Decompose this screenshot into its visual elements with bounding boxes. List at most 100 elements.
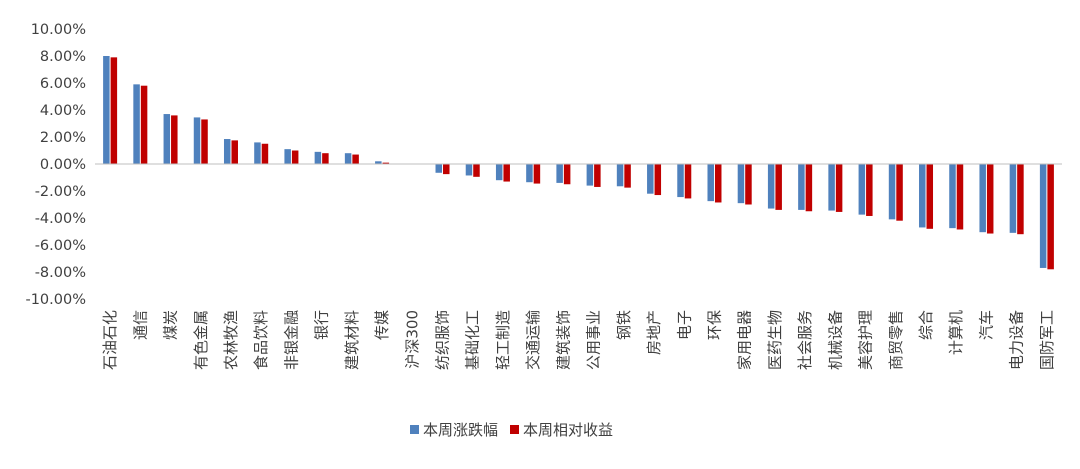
y-tick-label: 8.00% — [40, 49, 86, 65]
x-tick-label: 社会服务 — [796, 310, 814, 370]
x-tick-label: 非银金融 — [282, 310, 300, 370]
bar-relative-return — [110, 57, 118, 164]
bars-group — [103, 56, 1054, 270]
x-tick-label: 钢铁 — [615, 310, 633, 340]
bar-weekly-change — [888, 164, 896, 220]
bar-weekly-change — [163, 114, 171, 164]
x-tick-label: 国防军工 — [1038, 310, 1056, 370]
bar-relative-return — [533, 164, 541, 184]
bar-weekly-change — [616, 164, 624, 187]
x-tick-label: 综合 — [917, 310, 935, 340]
bar-relative-return — [594, 164, 601, 187]
bar-relative-return — [1017, 164, 1024, 235]
bar-weekly-change — [556, 164, 563, 183]
bar-relative-return — [1047, 164, 1054, 270]
x-tick-label: 煤炭 — [162, 310, 180, 340]
bar-weekly-change — [254, 142, 261, 164]
bar-weekly-change — [858, 164, 866, 215]
bar-weekly-change — [767, 164, 775, 209]
bar-weekly-change — [284, 149, 291, 164]
x-tick-label: 建筑装饰 — [554, 310, 572, 370]
bar-relative-return — [563, 164, 571, 185]
y-tick-label: 2.00% — [40, 130, 86, 146]
bar-weekly-change — [707, 164, 714, 202]
bar-weekly-change — [828, 164, 835, 211]
bar-relative-return — [382, 162, 390, 164]
x-tick-label: 机械设备 — [826, 310, 844, 370]
bar-relative-return — [503, 164, 510, 182]
bar-relative-return — [986, 164, 994, 234]
x-tick-label: 基础化工 — [464, 310, 482, 370]
x-tick-label: 有色金属 — [192, 310, 210, 370]
bar-relative-return — [745, 164, 752, 205]
bar-weekly-change — [526, 164, 533, 183]
x-tick-label: 公用事业 — [585, 310, 603, 370]
x-tick-label: 电子 — [675, 310, 693, 340]
x-tick-label: 银行 — [313, 310, 331, 340]
x-tick-label: 纺织服饰 — [434, 310, 452, 370]
bar-relative-return — [956, 164, 964, 230]
bar-weekly-change — [133, 84, 140, 164]
x-tick-label: 家用电器 — [736, 310, 754, 370]
y-tick-label: 6.00% — [40, 76, 86, 92]
x-tick-label: 计算机 — [947, 310, 965, 355]
y-tick-label: -8.00% — [35, 265, 86, 281]
bar-weekly-change — [314, 151, 322, 164]
legend: 本周涨跌幅 本周相对收益 — [410, 421, 613, 439]
x-tick-label: 商贸零售 — [887, 310, 905, 370]
x-tick-label: 轻工制造 — [494, 310, 512, 370]
bar-weekly-change — [737, 164, 745, 204]
bar-relative-return — [201, 119, 208, 164]
x-tick-label: 建筑材料 — [343, 310, 361, 370]
bar-weekly-change — [1009, 164, 1017, 233]
bar-weekly-change — [798, 164, 805, 210]
x-tick-label: 美容护理 — [857, 310, 875, 370]
bar-relative-return — [443, 164, 450, 175]
bar-weekly-change — [375, 161, 382, 164]
bar-weekly-change — [949, 164, 956, 229]
bar-relative-return — [896, 164, 903, 221]
bar-relative-return — [624, 164, 631, 188]
legend-label: 本周相对收益 — [523, 421, 613, 439]
bar-relative-return — [140, 85, 148, 164]
bar-relative-return — [926, 164, 934, 229]
x-tick-label: 沪深300 — [403, 310, 421, 369]
bar-weekly-change — [465, 164, 473, 176]
x-tick-label: 食品饮料 — [252, 310, 270, 370]
x-tick-label: 通信 — [131, 310, 149, 340]
y-tick-label: -10.00% — [25, 292, 86, 308]
bar-relative-return — [775, 164, 782, 210]
bar-relative-return — [171, 115, 178, 164]
x-tick-label: 环保 — [705, 310, 723, 340]
bar-relative-return — [322, 153, 329, 164]
x-tick-label: 房地产 — [645, 310, 663, 355]
bar-weekly-change — [1039, 164, 1047, 268]
legend-swatch — [510, 425, 519, 434]
x-axis-labels: 石油石化 通信 煤炭 有色金属 农林牧渔 食品饮料 非银金融 银行 建筑材料 传媒 沪深300 纺织服… — [101, 310, 1056, 370]
bar-relative-return — [261, 143, 269, 164]
x-tick-label: 电力设备 — [1008, 310, 1026, 370]
bar-relative-return — [714, 164, 722, 203]
x-tick-label: 交通运输 — [524, 310, 542, 370]
bar-relative-return — [805, 164, 813, 212]
bar-relative-return — [866, 164, 873, 216]
y-tick-label: -2.00% — [35, 184, 86, 200]
bar-relative-return — [352, 154, 359, 164]
y-tick-label: -6.00% — [35, 238, 86, 254]
bar-weekly-change — [979, 164, 986, 233]
x-tick-label: 石油石化 — [101, 310, 119, 370]
y-axis: 10.00% 8.00% 6.00% 4.00% 2.00% 0.00% -2.00% -4.… — [25, 22, 86, 308]
bar-weekly-change — [586, 164, 594, 186]
bar-relative-return — [654, 164, 662, 196]
bar-weekly-change — [495, 164, 503, 181]
y-tick-label: 4.00% — [40, 103, 86, 119]
y-tick-label: 10.00% — [31, 22, 86, 38]
bar-weekly-change — [223, 139, 231, 164]
legend-label: 本周涨跌幅 — [423, 421, 498, 439]
bar-relative-return — [231, 140, 238, 165]
bar-weekly-change — [647, 164, 654, 194]
bar-relative-return — [684, 164, 692, 199]
x-tick-label: 医药生物 — [766, 310, 784, 370]
